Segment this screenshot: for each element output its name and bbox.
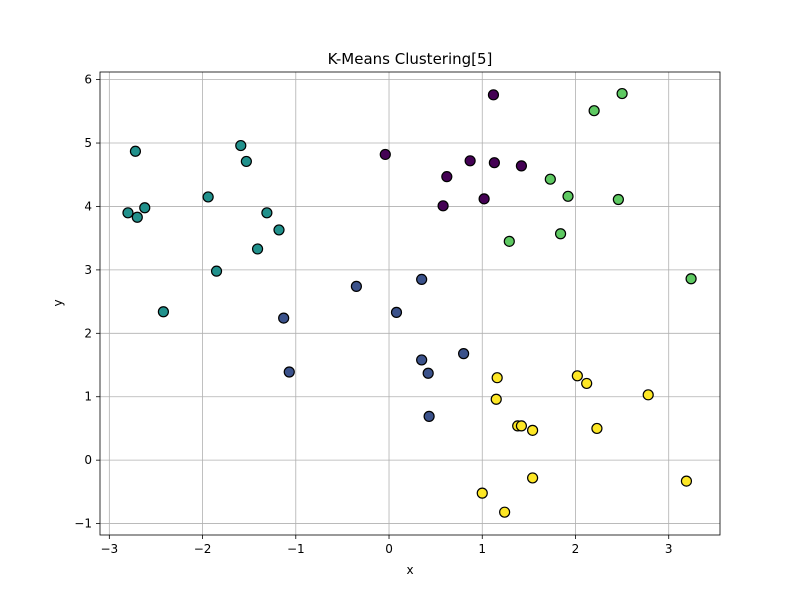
data-point-cluster-4	[476, 487, 488, 499]
y-tick-label: −1	[74, 517, 92, 531]
data-point-cluster-0	[441, 171, 453, 183]
y-tick-label: 5	[84, 136, 92, 150]
data-point-cluster-4	[680, 475, 693, 487]
data-point-cluster-2	[261, 207, 273, 219]
data-point-cluster-0	[487, 89, 500, 101]
data-point-cluster-1	[416, 354, 428, 366]
data-point-cluster-1	[416, 273, 428, 285]
y-tick-label: 1	[84, 390, 92, 404]
points-layer	[122, 87, 697, 518]
data-point-cluster-4	[571, 370, 583, 382]
chart-title: K-Means Clustering[5]	[328, 50, 493, 68]
ticks-layer: −3 −2 −1 0 1 2 3 −1 0 1 2 3 4 5 6	[74, 73, 672, 556]
data-point-cluster-4	[527, 472, 539, 484]
y-tick-label: 4	[84, 199, 92, 213]
data-point-cluster-2	[273, 224, 285, 236]
data-point-cluster-1	[278, 312, 290, 324]
x-tick-label: 3	[665, 542, 673, 556]
data-point-cluster-4	[491, 372, 503, 384]
x-tick-label: −2	[194, 542, 212, 556]
data-point-cluster-4	[642, 389, 654, 401]
data-point-cluster-0	[488, 157, 500, 169]
data-point-cluster-4	[499, 506, 511, 518]
data-point-cluster-3	[685, 273, 697, 285]
data-point-cluster-2	[251, 243, 264, 255]
data-point-cluster-1	[423, 410, 435, 422]
x-tick-label: −1	[287, 542, 305, 556]
data-point-cluster-1	[422, 367, 434, 379]
data-point-cluster-3	[612, 193, 624, 206]
data-point-cluster-1	[458, 348, 470, 360]
y-tick-label: 0	[84, 453, 92, 467]
data-point-cluster-4	[591, 422, 603, 435]
data-point-cluster-1	[390, 306, 403, 318]
data-point-cluster-3	[503, 235, 515, 247]
data-point-cluster-2	[139, 202, 151, 214]
data-point-cluster-2	[240, 155, 252, 168]
data-point-cluster-3	[544, 173, 556, 185]
x-axis-label: x	[406, 563, 413, 577]
y-tick-label: 6	[84, 73, 92, 87]
y-tick-label: 3	[84, 263, 92, 277]
data-point-cluster-2	[202, 191, 214, 203]
data-point-cluster-4	[527, 424, 539, 436]
data-point-cluster-0	[437, 200, 449, 212]
data-point-cluster-0	[464, 155, 476, 167]
data-point-cluster-3	[616, 87, 628, 100]
plot-frame	[99, 71, 721, 536]
x-tick-label: 2	[572, 542, 580, 556]
data-point-cluster-2	[122, 207, 134, 219]
data-point-cluster-0	[379, 148, 391, 161]
grid-layer	[100, 72, 720, 535]
y-tick-label: 2	[84, 326, 92, 340]
data-point-cluster-4	[490, 393, 502, 405]
data-point-cluster-0	[515, 160, 528, 172]
data-point-cluster-3	[554, 228, 567, 240]
data-point-cluster-1	[283, 366, 295, 378]
data-point-cluster-3	[588, 105, 600, 117]
data-point-cluster-2	[235, 139, 247, 152]
data-point-cluster-0	[478, 193, 490, 205]
x-tick-label: −3	[100, 542, 118, 556]
data-point-cluster-4	[581, 377, 593, 390]
data-point-cluster-2	[210, 265, 223, 277]
data-point-cluster-1	[350, 280, 362, 292]
x-tick-label: 1	[478, 542, 486, 556]
data-point-cluster-3	[562, 190, 574, 202]
data-point-cluster-2	[129, 145, 142, 157]
y-axis-label: y	[51, 299, 65, 306]
data-point-cluster-2	[157, 306, 169, 318]
data-point-cluster-2	[131, 211, 143, 223]
x-tick-label: 0	[385, 542, 393, 556]
data-point-cluster-4	[515, 420, 528, 432]
